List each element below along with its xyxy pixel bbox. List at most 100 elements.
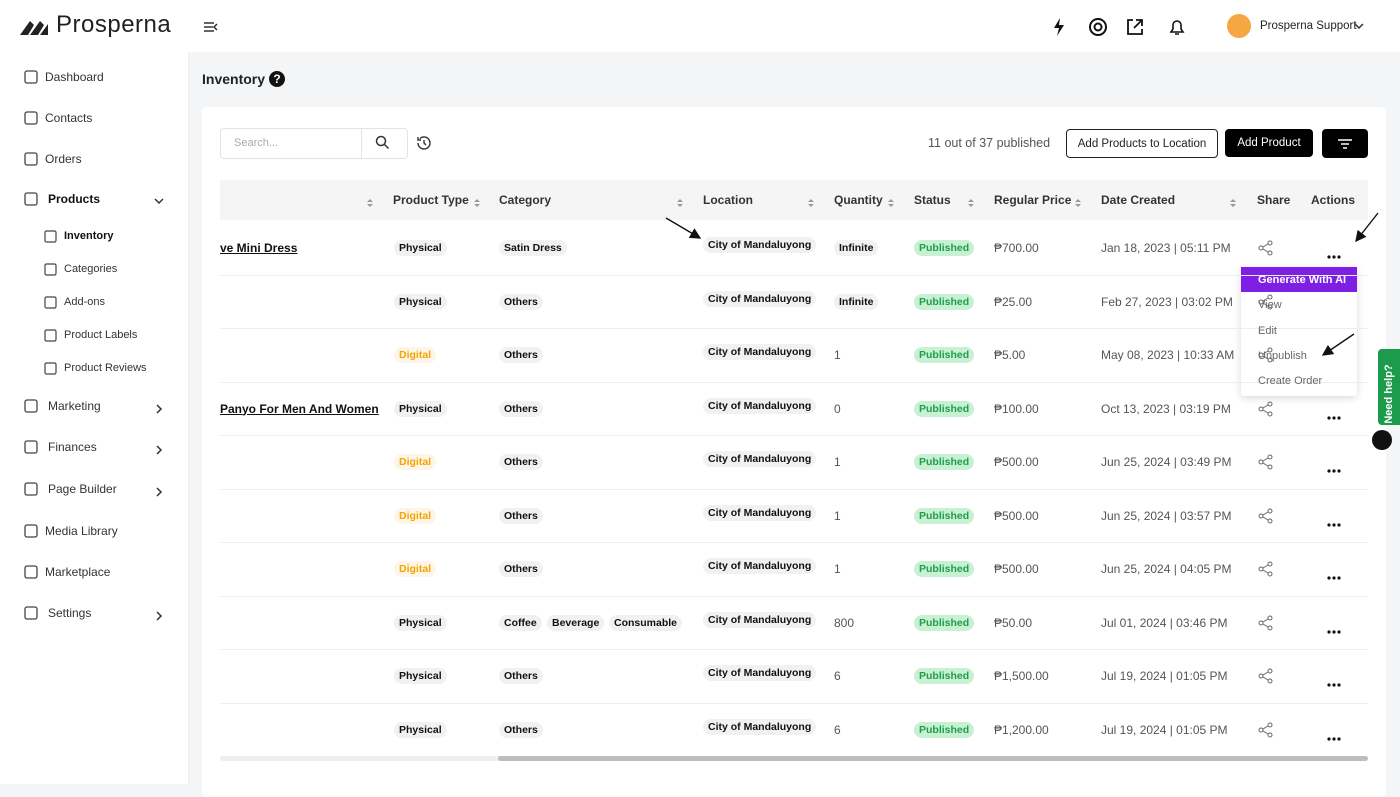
add-product-button[interactable]: Add Product — [1225, 129, 1313, 157]
share-icon[interactable] — [1258, 722, 1274, 743]
actions-icon[interactable] — [1327, 728, 1341, 746]
date: Oct 13, 2023 | 03:19 PM — [1101, 401, 1231, 416]
status: Published — [914, 507, 975, 524]
avatar[interactable] — [1227, 14, 1251, 38]
add-to-location-button[interactable]: Add Products to Location — [1066, 129, 1218, 158]
column-header[interactable]: Date Created — [1101, 193, 1176, 207]
row-divider — [220, 702, 1368, 704]
nav-icon — [24, 524, 38, 543]
column-header[interactable]: Status — [914, 193, 951, 207]
category-chip: Satin Dress — [499, 240, 567, 256]
row-divider — [220, 542, 1368, 543]
nav-icon — [24, 399, 38, 418]
nav-icon — [24, 440, 38, 459]
category-chip: Beverage — [547, 614, 605, 631]
date: Jul 01, 2024 | 03:46 PM — [1101, 615, 1228, 630]
category-chip: Coffee — [499, 614, 542, 631]
category-chip: Others — [499, 347, 543, 363]
sub-nav-item[interactable]: Product Labels — [64, 329, 138, 341]
sub-nav-item[interactable]: Product Reviews — [64, 362, 147, 374]
filter-button[interactable] — [1322, 129, 1368, 158]
nav-item[interactable]: Page Builder — [48, 482, 117, 496]
sub-nav-item[interactable]: Categories — [64, 263, 118, 275]
actions-icon[interactable] — [1327, 407, 1341, 425]
menu-item[interactable]: View — [1258, 299, 1282, 312]
menu-item[interactable]: Edit — [1258, 324, 1277, 337]
price: ₱25.00 — [994, 294, 1033, 309]
chevron — [154, 194, 164, 212]
sidebar — [0, 0, 189, 784]
topbar — [188, 0, 1400, 52]
location: City of Mandaluyong — [703, 558, 817, 574]
chevron — [154, 401, 164, 419]
help-icon[interactable]: ? — [269, 71, 285, 87]
nav-item[interactable]: Dashboard — [45, 70, 104, 84]
nav-item[interactable]: Media Library — [45, 524, 118, 538]
share-icon[interactable] — [1258, 454, 1274, 475]
sort-icon — [676, 195, 684, 213]
column-header[interactable]: Product Type — [393, 193, 469, 207]
scroll-thumb[interactable] — [498, 756, 1368, 761]
search-placeholder[interactable]: Search... — [234, 137, 279, 149]
search-icons[interactable] — [375, 135, 435, 153]
menu-item[interactable]: Unpublish — [1258, 349, 1307, 362]
product-type: Physical — [394, 668, 447, 684]
date: Jun 25, 2024 | 03:57 PM — [1101, 508, 1232, 523]
actions-icon[interactable] — [1327, 567, 1341, 585]
location: City of Mandaluyong — [703, 344, 817, 360]
nav-item[interactable]: Finances — [48, 440, 97, 454]
help-tab[interactable] — [1378, 349, 1400, 425]
nav-item[interactable]: Marketplace — [45, 565, 111, 579]
help-tab-label[interactable]: Need help? — [1383, 364, 1395, 424]
column-header[interactable]: Category — [499, 193, 552, 207]
actions-icon[interactable] — [1327, 514, 1341, 532]
nav-item[interactable]: Marketing — [48, 399, 101, 413]
chat-button[interactable] — [1372, 430, 1392, 450]
actions-icon[interactable] — [1327, 674, 1341, 692]
share-icon[interactable] — [1258, 240, 1274, 261]
share-icon[interactable] — [1258, 561, 1274, 582]
share-icon[interactable] — [1258, 615, 1274, 636]
sub-nav-item[interactable]: Add-ons — [64, 296, 105, 308]
share-icon[interactable] — [1258, 401, 1274, 422]
product-name[interactable]: Panyo For Men And Women — [220, 401, 379, 416]
price: ₱500.00 — [994, 562, 1039, 576]
sub-nav-item[interactable]: Inventory — [64, 230, 114, 242]
sub-nav-icon — [44, 329, 57, 347]
column-header[interactable]: Regular Price — [994, 193, 1072, 207]
actions-icon[interactable] — [1327, 621, 1341, 639]
price: ₱100.00 — [994, 401, 1039, 416]
nav-icon — [24, 482, 38, 501]
share-icon[interactable] — [1258, 668, 1274, 689]
sort-icon — [807, 195, 815, 213]
top-icons[interactable] — [1050, 16, 1210, 38]
column-header[interactable]: Location — [703, 193, 753, 207]
share-icon[interactable] — [1258, 347, 1274, 368]
menu-toggle[interactable] — [203, 20, 219, 34]
product-type: Physical — [394, 240, 447, 256]
location: City of Mandaluyong — [703, 611, 817, 628]
product-name[interactable]: ve Mini Dress — [220, 241, 298, 255]
menu-item[interactable]: Generate With AI — [1258, 274, 1347, 286]
category-chip: Others — [499, 721, 543, 738]
nav-item[interactable]: Orders — [45, 152, 82, 166]
category-chip: Others — [499, 293, 543, 310]
chevron — [154, 484, 164, 502]
nav-icon — [24, 565, 38, 584]
price: ₱500.00 — [994, 455, 1039, 469]
status: Published — [914, 668, 975, 684]
share-icon[interactable] — [1258, 508, 1274, 529]
date: Jan 18, 2023 | 05:11 PM — [1101, 241, 1231, 255]
nav-icon — [24, 152, 38, 171]
share-icon[interactable] — [1258, 294, 1274, 315]
nav-item[interactable]: Contacts — [45, 111, 93, 125]
actions-icon[interactable] — [1327, 460, 1341, 478]
user-name[interactable]: Prosperna Support — [1260, 20, 1357, 32]
nav-item[interactable]: Products — [48, 192, 101, 206]
column-header[interactable]: Quantity — [834, 193, 883, 207]
menu-item[interactable]: Create Order — [1258, 375, 1323, 388]
actions-icon[interactable] — [1327, 246, 1341, 264]
nav-item[interactable]: Settings — [48, 606, 92, 620]
search-box[interactable] — [220, 128, 408, 159]
quantity: Infinite — [834, 293, 879, 310]
